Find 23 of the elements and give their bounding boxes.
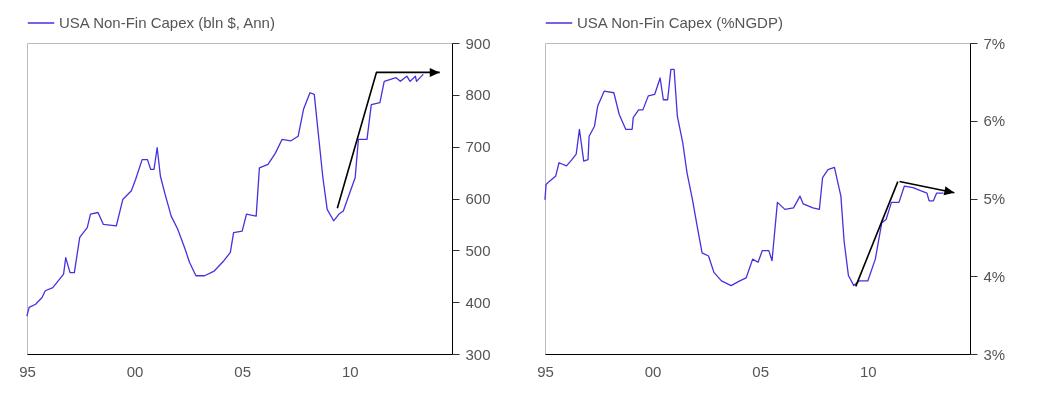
y-tick-label: 700	[465, 138, 491, 156]
x-tick-label: 05	[752, 362, 770, 380]
x-tick-label: 10	[341, 362, 359, 380]
legend-label: USA Non-Fin Capex (%NGDP)	[577, 14, 783, 31]
y-tick-label: 3%	[983, 345, 1006, 363]
legend-label: USA Non-Fin Capex (bln $, Ann)	[59, 14, 275, 31]
x-tick-label: 00	[644, 362, 662, 380]
x-tick-label: 95	[537, 362, 554, 380]
y-tick-label: 900	[465, 34, 491, 52]
x-tick-label: 95	[19, 362, 36, 380]
x-tick-label: 10	[859, 362, 877, 380]
y-tick-label: 500	[465, 241, 491, 259]
x-tick-label: 00	[126, 362, 144, 380]
y-tick-label: 7%	[983, 34, 1006, 52]
y-tick-label: 5%	[983, 190, 1006, 207]
x-tick-label: 05	[234, 362, 252, 380]
y-tick-label: 300	[465, 345, 491, 363]
y-tick-label: 800	[465, 86, 491, 104]
y-tick-label: 4%	[983, 267, 1006, 285]
line-series	[26, 73, 424, 317]
y-tick-label: 6%	[983, 112, 1006, 130]
y-tick-label: 600	[465, 190, 491, 207]
y-tick-label: 400	[465, 293, 491, 311]
